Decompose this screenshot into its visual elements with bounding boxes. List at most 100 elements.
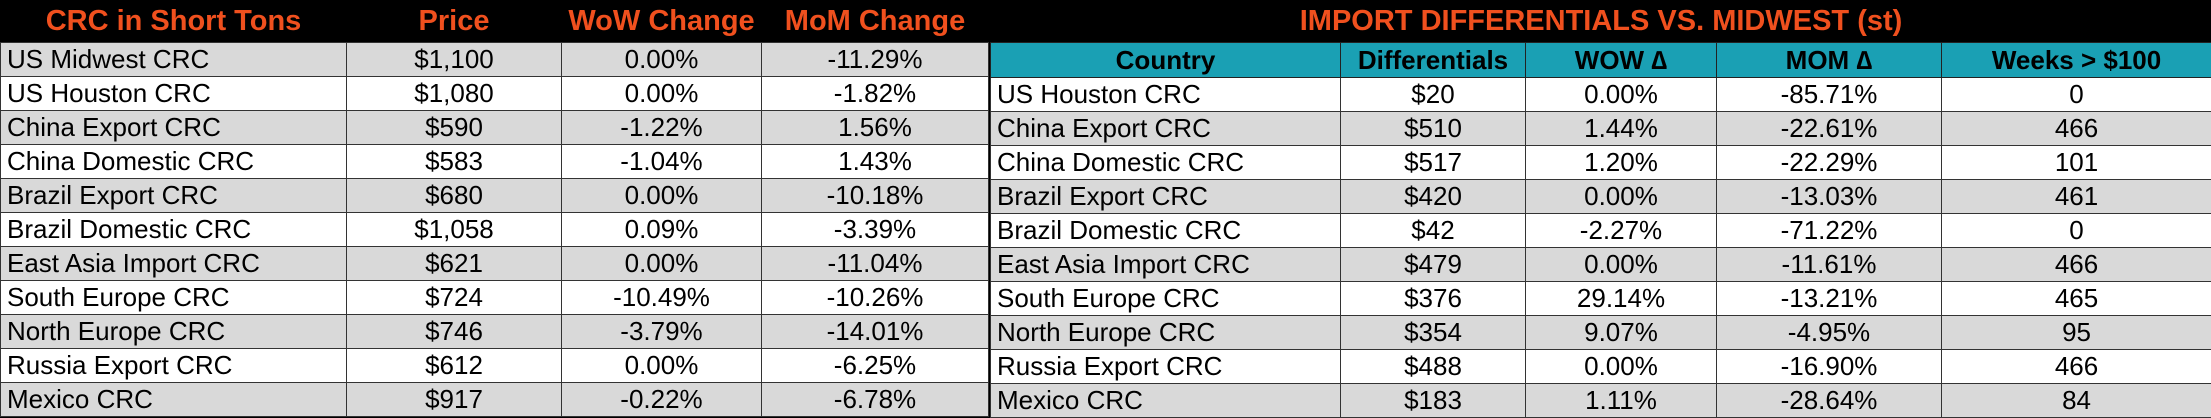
region-cell: North Europe CRC (1, 315, 347, 349)
mom-change-cell: -1.82% (762, 77, 989, 111)
table-row: China Export CRC$590-1.22%1.56% (1, 111, 989, 145)
country-cell: Russia Export CRC (991, 350, 1341, 384)
wow-delta-cell: 0.00% (1526, 350, 1717, 384)
mom-delta-cell: -11.61% (1717, 248, 1942, 282)
price-cell: $1,100 (347, 43, 562, 77)
region-cell: Russia Export CRC (1, 349, 347, 383)
wow-delta-cell: 0.00% (1526, 248, 1717, 282)
differential-cell: $517 (1341, 146, 1526, 180)
wow-change-cell: -1.04% (562, 145, 762, 179)
weeks-cell: 461 (1942, 180, 2211, 214)
mom-delta-cell: -22.29% (1717, 146, 1942, 180)
price-cell: $612 (347, 349, 562, 383)
wow-change-cell: 0.00% (562, 179, 762, 213)
table-row: South Europe CRC$724-10.49%-10.26% (1, 281, 989, 315)
weeks-cell: 465 (1942, 282, 2211, 316)
header-differentials: Differentials (1341, 43, 1526, 78)
wow-change-cell: 0.00% (562, 43, 762, 77)
differential-cell: $42 (1341, 214, 1526, 248)
header-price: Price (347, 0, 562, 43)
wow-delta-cell: 1.20% (1526, 146, 1717, 180)
differential-cell: $420 (1341, 180, 1526, 214)
header-mom-delta: MOM ∆ (1717, 43, 1942, 78)
header-wow-change: WoW Change (562, 0, 762, 43)
region-cell: South Europe CRC (1, 281, 347, 315)
price-cell: $746 (347, 315, 562, 349)
differentials-title: IMPORT DIFFERENTIALS VS. MIDWEST (st) (991, 0, 2211, 43)
differential-cell: $183 (1341, 384, 1526, 418)
differentials-header-row: Country Differentials WOW ∆ MOM ∆ Weeks … (991, 43, 2211, 78)
country-cell: China Domestic CRC (991, 146, 1341, 180)
differential-cell: $488 (1341, 350, 1526, 384)
wow-change-cell: 0.00% (562, 349, 762, 383)
wow-delta-cell: 0.00% (1526, 180, 1717, 214)
region-cell: US Houston CRC (1, 77, 347, 111)
wow-change-cell: -1.22% (562, 111, 762, 145)
mom-change-cell: -6.78% (762, 383, 989, 417)
mom-delta-cell: -28.64% (1717, 384, 1942, 418)
wow-change-cell: 0.00% (562, 247, 762, 281)
differential-cell: $510 (1341, 112, 1526, 146)
table-row: Brazil Domestic CRC$42-2.27%-71.22%0 (991, 214, 2211, 248)
import-differentials-table: IMPORT DIFFERENTIALS VS. MIDWEST (st) Co… (990, 0, 2211, 418)
header-mom-change: MoM Change (762, 0, 989, 43)
mom-delta-cell: -13.03% (1717, 180, 1942, 214)
region-cell: US Midwest CRC (1, 43, 347, 77)
country-cell: China Export CRC (991, 112, 1341, 146)
differential-cell: $376 (1341, 282, 1526, 316)
price-cell: $680 (347, 179, 562, 213)
wow-change-cell: -0.22% (562, 383, 762, 417)
wow-change-cell: 0.09% (562, 213, 762, 247)
wow-delta-cell: 0.00% (1526, 78, 1717, 112)
country-cell: US Houston CRC (991, 78, 1341, 112)
mom-change-cell: 1.56% (762, 111, 989, 145)
wow-change-cell: -3.79% (562, 315, 762, 349)
price-cell: $917 (347, 383, 562, 417)
weeks-cell: 101 (1942, 146, 2211, 180)
mom-change-cell: -10.18% (762, 179, 989, 213)
header-wow-delta: WOW ∆ (1526, 43, 1717, 78)
header-crc-in-short-tons: CRC in Short Tons (1, 0, 347, 43)
region-cell: Mexico CRC (1, 383, 347, 417)
mom-delta-cell: -4.95% (1717, 316, 1942, 350)
mom-change-cell: -10.26% (762, 281, 989, 315)
price-cell: $724 (347, 281, 562, 315)
country-cell: Brazil Domestic CRC (991, 214, 1341, 248)
country-cell: South Europe CRC (991, 282, 1341, 316)
region-cell: China Export CRC (1, 111, 347, 145)
mom-delta-cell: -16.90% (1717, 350, 1942, 384)
mom-change-cell: -6.25% (762, 349, 989, 383)
mom-delta-cell: -85.71% (1717, 78, 1942, 112)
weeks-cell: 0 (1942, 78, 2211, 112)
price-table-header: CRC in Short Tons Price WoW Change MoM C… (1, 0, 989, 43)
mom-change-cell: 1.43% (762, 145, 989, 179)
mom-change-cell: -11.29% (762, 43, 989, 77)
wow-delta-cell: 1.11% (1526, 384, 1717, 418)
table-row: North Europe CRC$746-3.79%-14.01% (1, 315, 989, 349)
country-cell: East Asia Import CRC (991, 248, 1341, 282)
region-cell: Brazil Export CRC (1, 179, 347, 213)
mom-delta-cell: -13.21% (1717, 282, 1942, 316)
mom-change-cell: -11.04% (762, 247, 989, 281)
header-country: Country (991, 43, 1341, 78)
wow-delta-cell: 29.14% (1526, 282, 1717, 316)
differential-cell: $479 (1341, 248, 1526, 282)
wow-delta-cell: 1.44% (1526, 112, 1717, 146)
mom-delta-cell: -22.61% (1717, 112, 1942, 146)
price-cell: $1,080 (347, 77, 562, 111)
weeks-cell: 95 (1942, 316, 2211, 350)
country-cell: Brazil Export CRC (991, 180, 1341, 214)
weeks-cell: 0 (1942, 214, 2211, 248)
